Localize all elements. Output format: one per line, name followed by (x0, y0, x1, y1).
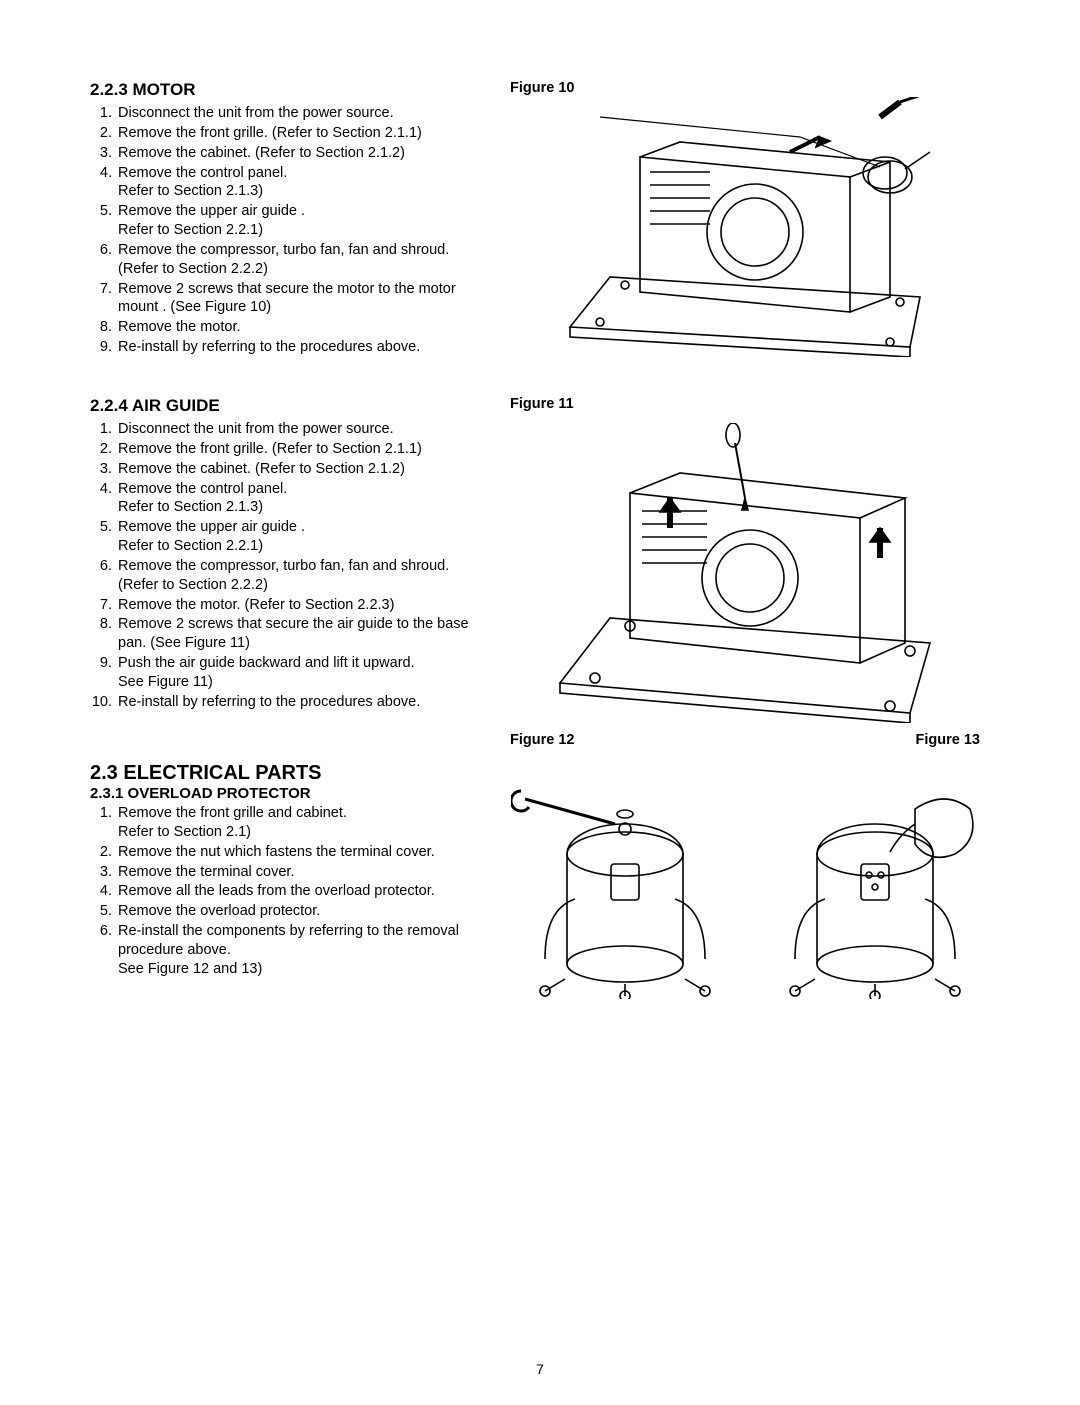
step-item: Remove the compressor, turbo fan, fan an… (116, 241, 490, 279)
step-item: Remove the nut which fastens the termina… (116, 843, 490, 862)
heading-electrical-parts: 2.3 ELECTRICAL PARTS (90, 762, 490, 785)
step-item: Remove the overload protector. (116, 902, 490, 921)
document-page: 2.2.3 MOTOR Disconnect the unit from the… (0, 0, 1080, 1405)
figure-12-label: Figure 12 (510, 732, 740, 748)
figure-13-illustration (760, 768, 990, 1000)
figure-12-block: Figure 12 (510, 732, 740, 1000)
step-item: Remove the control panel. Refer to Secti… (116, 164, 490, 202)
step-item: Remove the cabinet. (Refer to Section 2.… (116, 460, 490, 479)
section-air-guide-text: 2.2.4 AIR GUIDE Disconnect the unit from… (90, 396, 490, 724)
step-item: Remove all the leads from the overload p… (116, 882, 490, 901)
section-air-guide: 2.2.4 AIR GUIDE Disconnect the unit from… (90, 396, 990, 724)
heading-motor: 2.2.3 MOTOR (90, 80, 490, 100)
steps-motor: Disconnect the unit from the power sourc… (90, 104, 490, 357)
step-item: Remove the terminal cover. (116, 863, 490, 882)
figure-11-block: Figure 11 (490, 396, 990, 724)
figure-12-illustration (510, 768, 740, 1000)
section-motor-text: 2.2.3 MOTOR Disconnect the unit from the… (90, 80, 490, 358)
step-item: Remove the cabinet. (Refer to Section 2.… (116, 144, 490, 163)
section-motor: 2.2.3 MOTOR Disconnect the unit from the… (90, 80, 990, 358)
figure-11-illustration (510, 422, 990, 724)
step-item: Remove the control panel. Refer to Secti… (116, 480, 490, 518)
steps-overload: Remove the front grille and cabinet. Ref… (90, 804, 490, 979)
step-item: Remove the compressor, turbo fan, fan an… (116, 557, 490, 595)
section-electrical-text: 2.3 ELECTRICAL PARTS 2.3.1 OVERLOAD PROT… (90, 762, 490, 1030)
step-item: Disconnect the unit from the power sourc… (116, 104, 490, 123)
step-item: Remove the motor. (Refer to Section 2.2.… (116, 596, 490, 615)
step-item: Re-install the components by referring t… (116, 922, 490, 979)
step-item: Remove the front grille and cabinet. Ref… (116, 804, 490, 842)
figure-10-illustration (510, 96, 990, 358)
figure-10-label: Figure 10 (510, 80, 990, 96)
step-item: Remove the upper air guide . Refer to Se… (116, 202, 490, 240)
figure-10-block: Figure 10 (490, 80, 990, 358)
step-item: Re-install by referring to the procedure… (116, 693, 490, 712)
step-item: Remove the upper air guide . Refer to Se… (116, 518, 490, 556)
page-number: 7 (0, 1361, 1080, 1377)
figure-13-block: Figure 13 (760, 732, 990, 1000)
heading-overload-protector: 2.3.1 OVERLOAD PROTECTOR (90, 785, 490, 802)
figures-12-13-block: Figure 12 (490, 732, 990, 1000)
step-item: Disconnect the unit from the power sourc… (116, 420, 490, 439)
figure-11-label: Figure 11 (510, 396, 990, 412)
steps-air-guide: Disconnect the unit from the power sourc… (90, 420, 490, 712)
heading-air-guide: 2.2.4 AIR GUIDE (90, 396, 490, 416)
step-item: Remove the front grille. (Refer to Secti… (116, 124, 490, 143)
step-item: Remove 2 screws that secure the motor to… (116, 280, 490, 318)
step-item: Remove the motor. (116, 318, 490, 337)
step-item: Remove the front grille. (Refer to Secti… (116, 440, 490, 459)
step-item: Remove 2 screws that secure the air guid… (116, 615, 490, 653)
step-item: Push the air guide backward and lift it … (116, 654, 490, 692)
step-item: Re-install by referring to the procedure… (116, 338, 490, 357)
section-electrical: 2.3 ELECTRICAL PARTS 2.3.1 OVERLOAD PROT… (90, 762, 990, 1030)
figure-13-label: Figure 13 (760, 732, 990, 748)
